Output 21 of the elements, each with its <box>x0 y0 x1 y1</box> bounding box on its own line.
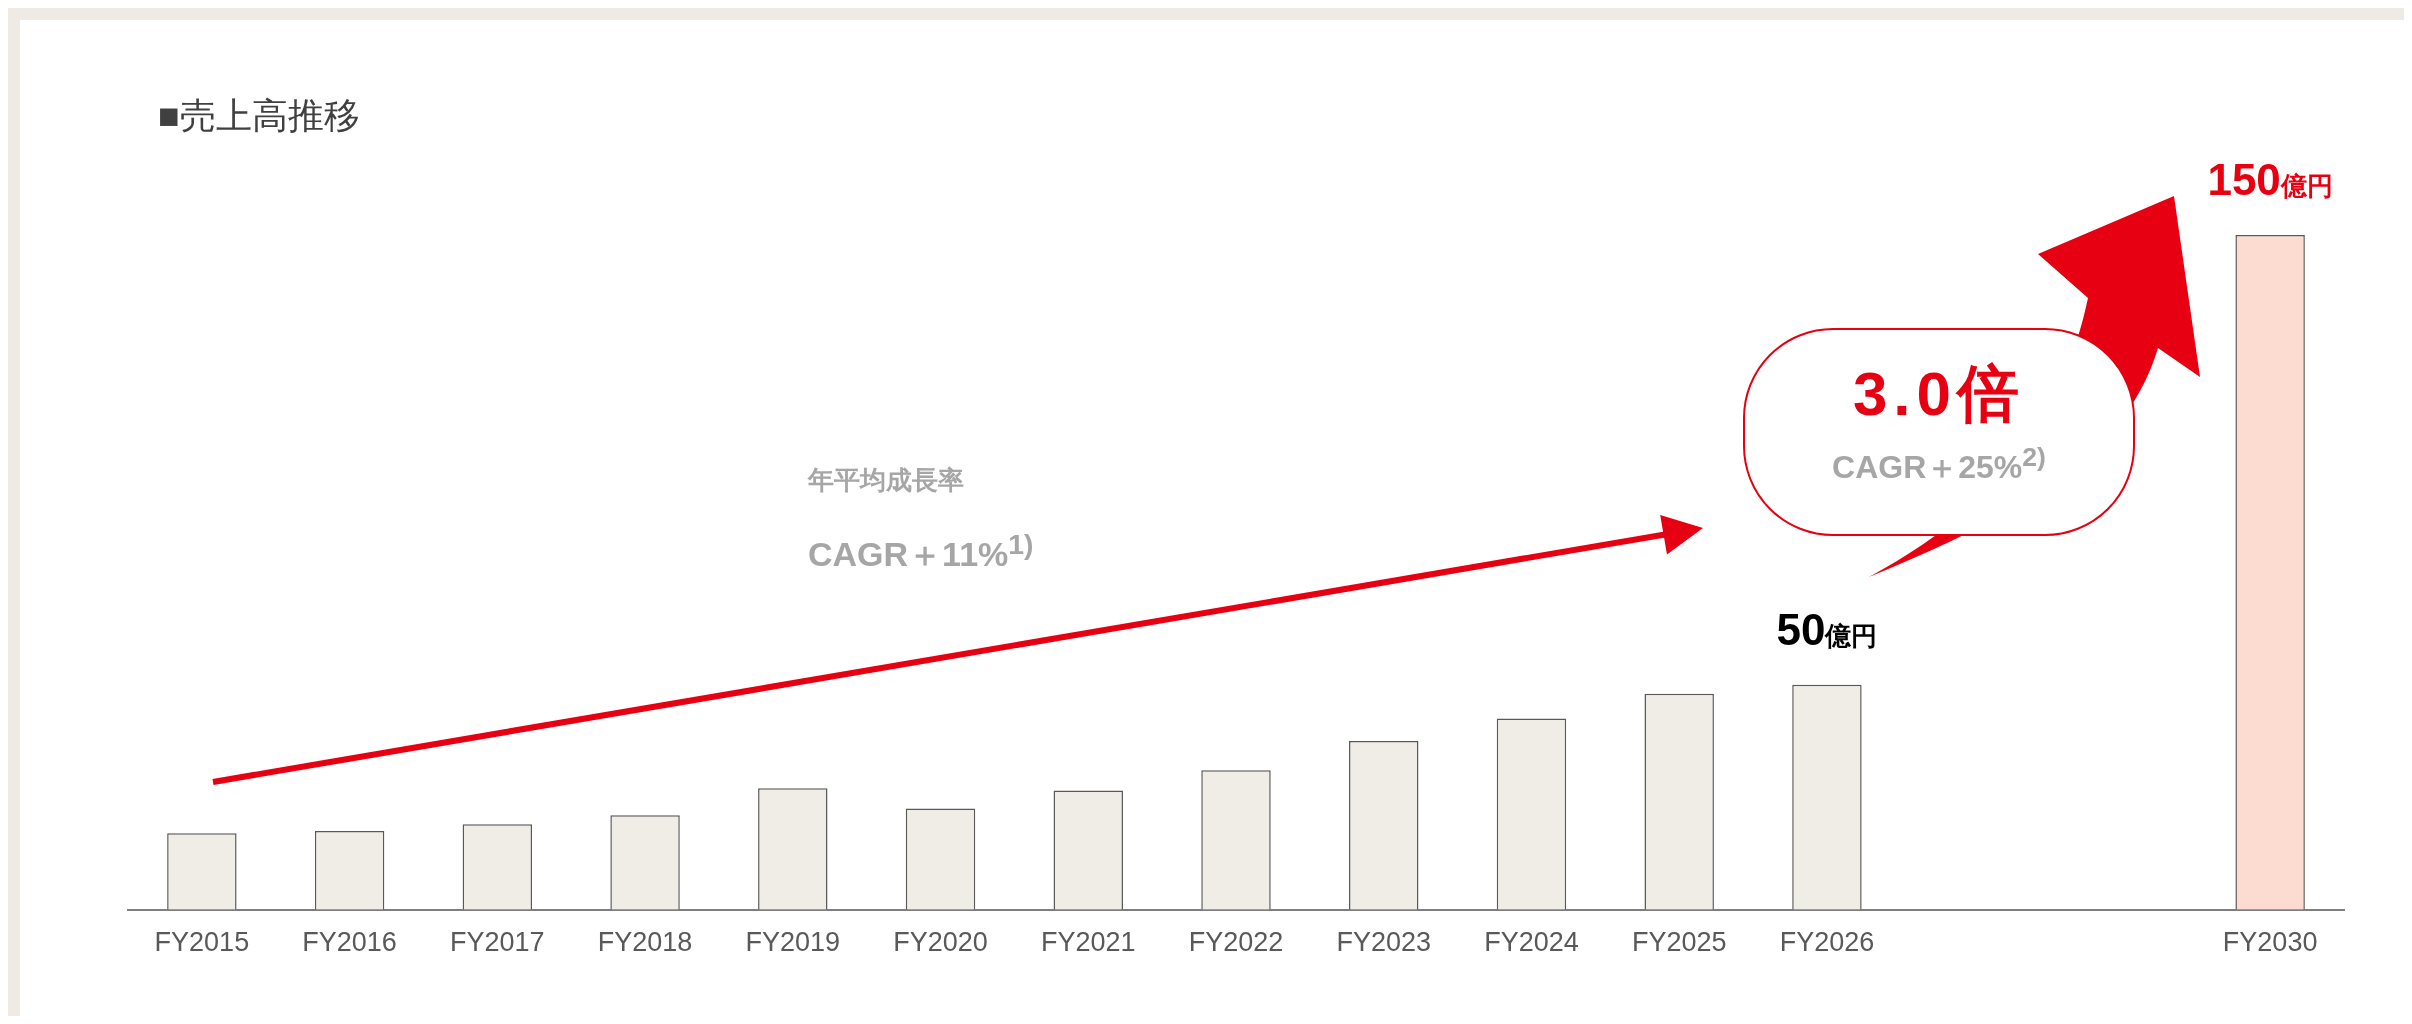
speech-bubble: 3.0倍 CAGR＋25%$^{2)}$ <box>1743 328 2135 536</box>
data-label: 150億円 <box>2207 154 2333 204</box>
x-tick-label: FY2021 <box>1040 927 1136 958</box>
x-tick-label: FY2015 <box>154 927 250 958</box>
x-tick-label: FY2019 <box>745 927 841 958</box>
chart-title: ■売上高推移 <box>158 94 360 138</box>
annotation: CAGR＋25%$^{2)}$ <box>1831 442 2047 487</box>
x-tick-label: FY2022 <box>1188 927 1284 958</box>
x-tick-label: FY2023 <box>1336 927 1432 958</box>
data-label: 50億円 <box>1776 604 1878 654</box>
x-tick-label: FY2026 <box>1779 927 1875 958</box>
x-tick-label: FY2017 <box>450 927 545 958</box>
x-tick-label: FY2020 <box>893 927 988 958</box>
x-tick-label: FY2018 <box>597 927 693 958</box>
annotation: CAGR＋11%$^{1)}$ <box>808 528 1034 576</box>
x-tick-label: FY2030 <box>2222 927 2318 958</box>
x-tick-label: FY2025 <box>1631 927 1727 958</box>
annotation: 3.0倍 <box>1851 358 2027 430</box>
x-tick-label: FY2016 <box>302 927 397 958</box>
annotation: 年平均成長率 <box>808 464 964 497</box>
x-tick-label: FY2024 <box>1484 927 1579 958</box>
